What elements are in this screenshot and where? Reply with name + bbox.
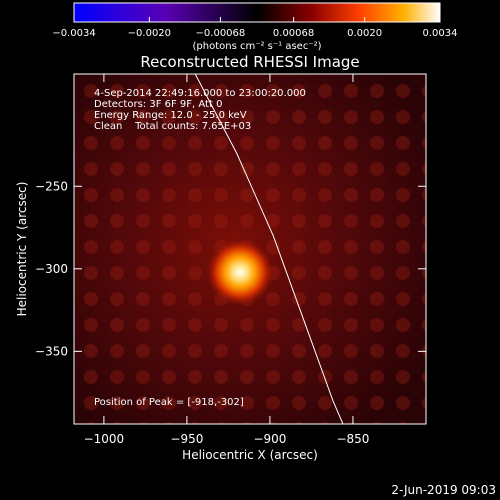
- colorbar-unit-label: (photons cm⁻² s⁻¹ asec⁻²): [192, 41, 321, 52]
- info-line-3: Energy Range: 12.0 - 25.0 keV: [94, 110, 247, 121]
- x-tick-label: −1000: [84, 432, 125, 446]
- colorbar-ticks: −0.0034 −0.0020 −0.00068 0.00068 0.0020 0.003…: [52, 17, 458, 39]
- heatmap-image: [74, 74, 426, 424]
- solar-limb-curve: [194, 74, 344, 424]
- footer-timestamp: 2-Jun-2019 09:03: [391, 483, 496, 497]
- y-tick-label: −300: [35, 262, 68, 276]
- colorbar: −0.0034 −0.0020 −0.00068 0.00068 0.0020 0.003…: [52, 2, 458, 52]
- info-line-2: Detectors: 3F 6F 9F, Att 0: [94, 99, 223, 110]
- colorbar-tick-label: −0.0034: [52, 28, 95, 39]
- y-tick-label: −350: [35, 344, 68, 358]
- colorbar-tick-label: −0.0020: [128, 28, 171, 39]
- info-line-4: Clean Total counts: 7.65E+03: [94, 121, 252, 132]
- x-axis-label: Heliocentric X (arcsec): [182, 448, 318, 462]
- x-tick-label: −900: [253, 432, 286, 446]
- y-axis-label: Heliocentric Y (arcsec): [15, 182, 29, 317]
- x-tick-label: −950: [170, 432, 203, 446]
- y-tick-label: −250: [35, 179, 68, 193]
- plot-frame: [73, 73, 427, 425]
- colorbar-tick-label: 0.0020: [347, 28, 382, 39]
- colorbar-tick-label: −0.00068: [196, 28, 246, 39]
- chart-title: Reconstructed RHESSI Image: [140, 53, 359, 71]
- peak-position-label: Position of Peak = [-918,-302]: [94, 397, 244, 408]
- axis-ticks: −1000 −950 −900 −850 −250 −300 −350: [35, 74, 426, 446]
- x-tick-label: −850: [336, 432, 369, 446]
- flare-source: [206, 238, 275, 307]
- colorbar-tick-label: 0.0034: [423, 28, 458, 39]
- colorbar-gradient: [73, 2, 441, 23]
- colorbar-tick-label: 0.00068: [273, 28, 314, 39]
- info-line-1: 4-Sep-2014 22:49:16.000 to 23:00:20.000: [94, 88, 306, 99]
